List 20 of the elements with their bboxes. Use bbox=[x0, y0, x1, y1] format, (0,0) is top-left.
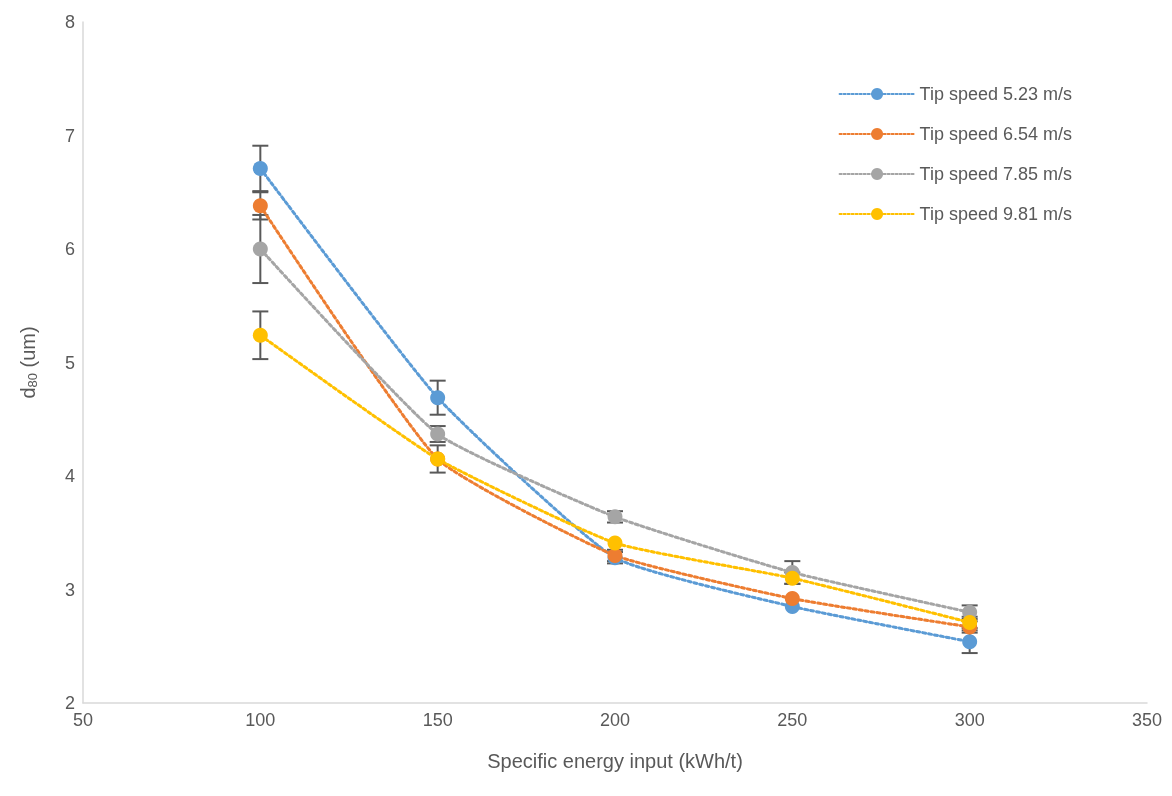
legend-label: Tip speed 7.85 m/s bbox=[919, 164, 1073, 184]
y-tick-label: 6 bbox=[64, 239, 75, 259]
legend-label: Tip speed 5.23 m/s bbox=[919, 84, 1073, 104]
y-tick-label: 3 bbox=[64, 579, 75, 600]
y-tick-label: 2 bbox=[64, 693, 75, 713]
x-tick-label: 350 bbox=[1131, 710, 1163, 730]
y-tick-label: 7 bbox=[64, 125, 75, 146]
x-tick-label: 200 bbox=[599, 710, 631, 730]
x-axis-title: Specific energy input (kWh/t) bbox=[487, 750, 743, 772]
x-tick-label: 250 bbox=[777, 710, 808, 730]
legend-label: Tip speed 9.81 m/s bbox=[919, 204, 1073, 224]
y-tick-label: 4 bbox=[64, 466, 75, 486]
y-tick-label: 5 bbox=[64, 352, 75, 373]
x-tick-label: 50 bbox=[72, 710, 94, 730]
y-tick-label: 8 bbox=[64, 12, 75, 32]
x-tick-label: 100 bbox=[245, 710, 276, 730]
x-tick-label: 150 bbox=[422, 710, 453, 730]
legend-label: Tip speed 6.54 m/s bbox=[919, 124, 1073, 144]
x-tick-label: 300 bbox=[954, 710, 985, 730]
y-axis-title: d80 (um) bbox=[16, 326, 40, 399]
